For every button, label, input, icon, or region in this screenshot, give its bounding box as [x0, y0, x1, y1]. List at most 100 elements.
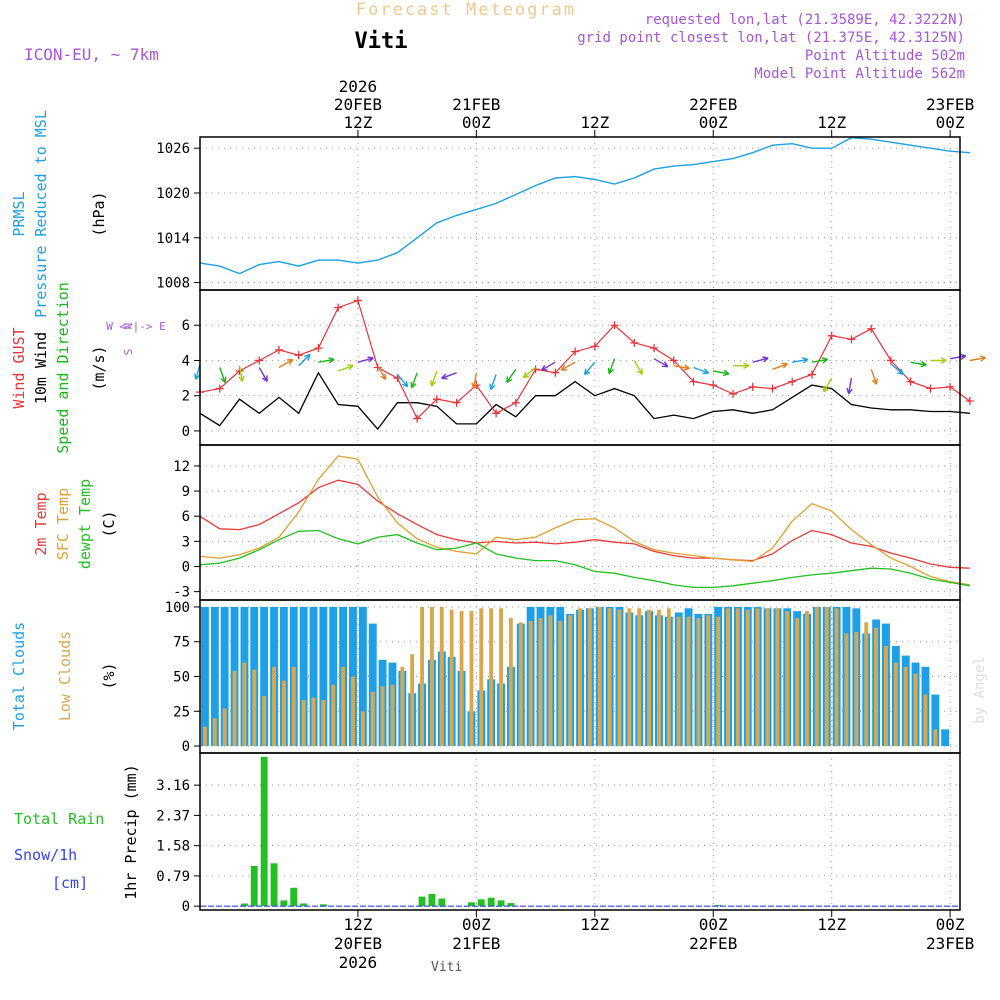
rain-bar	[241, 903, 248, 907]
low-cloud-bar	[578, 608, 582, 746]
rain-bar	[487, 897, 495, 907]
point-altitude: Point Altitude 502m	[805, 48, 965, 64]
low-cloud-bar	[647, 609, 651, 746]
low-cloud-bar	[410, 654, 415, 746]
wind-direction-arrow	[377, 365, 387, 381]
total-cloud-bar	[931, 694, 940, 747]
footer-location: Viti	[431, 960, 462, 975]
total-cloud-bar	[201, 607, 209, 747]
total-cloud-bar	[368, 623, 377, 746]
wind-direction-arrow	[298, 353, 311, 367]
rain-bar	[468, 902, 475, 907]
precip-unit: 1hr Precip (mm)	[122, 764, 140, 899]
low-cloud-bar	[765, 608, 770, 746]
low-cloud-bar	[242, 662, 247, 747]
gust-marker	[492, 409, 501, 418]
low-cloud-bar	[854, 632, 859, 747]
rain-bar	[280, 900, 288, 907]
low-cloud-bar	[360, 711, 365, 747]
low-cloud-bar	[538, 618, 543, 747]
ytick-label: -3	[173, 585, 190, 601]
gust-marker	[650, 344, 659, 353]
wind-direction-arrow	[258, 367, 268, 382]
gust-marker	[334, 303, 343, 312]
wind-direction-arrow	[396, 374, 409, 388]
low-cloud-bar	[874, 627, 878, 746]
bottom-tick-label: 21FEB	[452, 934, 500, 953]
low-cloud-bar	[657, 609, 661, 746]
gust-marker	[610, 321, 619, 330]
compass-we: W <-|-> E	[106, 320, 166, 333]
gust-marker	[215, 384, 224, 393]
low-cloud-bar	[212, 718, 217, 746]
temp-sfc-line	[199, 455, 971, 586]
low-cloud-bar	[617, 609, 622, 746]
ytick-label: 6	[182, 318, 190, 334]
gust-marker	[551, 368, 560, 377]
top-tick-label: 00Z	[936, 113, 965, 132]
low-cloud-bar	[666, 608, 671, 746]
total-cloud-bar	[220, 607, 229, 747]
ytick-label: 0	[182, 739, 190, 755]
ytick-label: 9	[182, 484, 190, 500]
low-cloud-bar	[291, 666, 296, 747]
panel-pressure: 1008 1014 1020 1026 PRMSL Pressure Reduced to…	[10, 110, 970, 318]
low-cloud-bar	[627, 608, 632, 746]
location-title: Viti	[355, 29, 408, 54]
wind-direction-arrow	[506, 368, 517, 384]
panel-clouds: 0 25 50 75 100 Total Clouds Low Clouds (%)	[10, 600, 960, 755]
low-cloud-bar	[430, 607, 434, 747]
wind-direction-arrow	[693, 366, 710, 375]
rain-bar	[319, 904, 327, 907]
bottom-tick-label: 00Z	[936, 915, 965, 934]
pressure-line	[199, 136, 970, 275]
ytick-label: 2	[182, 389, 190, 405]
total-cloud-bar	[941, 729, 950, 747]
pressure-label-2: Pressure Reduced to MSL	[32, 110, 50, 318]
top-tick-label: 12Z	[580, 113, 609, 132]
top-tick-label: 20FEB	[334, 95, 382, 114]
low-cloud-bar	[785, 611, 790, 746]
rain-bar	[250, 866, 258, 907]
low-cloud-bar	[864, 622, 869, 747]
wind-direction-arrow	[713, 369, 730, 377]
low-cloud-bar	[508, 618, 513, 747]
top-tick-label: 00Z	[462, 113, 491, 132]
gust-marker	[886, 356, 895, 365]
top-tick-label: 23FEB	[926, 95, 974, 114]
ytick-label: 50	[173, 670, 190, 686]
low-cloud-bar	[637, 608, 642, 746]
low-cloud-bar	[439, 607, 444, 747]
ytick-label: 100	[165, 600, 190, 616]
app-title: Forecast Meteogram	[356, 0, 576, 20]
rain-bar	[428, 893, 436, 907]
temp-sfc-label: SFC Temp	[54, 488, 72, 560]
total-cloud-bar	[299, 607, 308, 747]
rain-bar	[714, 905, 722, 907]
wind-direction-arrow	[930, 357, 947, 364]
low-cloud-bar	[548, 615, 553, 746]
low-cloud-bar	[844, 633, 849, 747]
bottom-tick-label: 12Z	[817, 915, 846, 934]
wind-direction-arrow	[219, 367, 227, 384]
ytick-label: 0	[182, 559, 190, 575]
low-cloud-bar	[262, 696, 267, 747]
ytick-label: 1026	[156, 141, 190, 157]
direction-label: Speed and Direction	[54, 282, 72, 454]
low-cloud-bar	[390, 684, 395, 746]
total-cloud-bar	[260, 607, 269, 747]
gust-marker	[748, 382, 757, 391]
watermark: by Angel	[972, 656, 988, 723]
wind-direction-arrow	[560, 361, 576, 371]
low-cloud-bar	[775, 608, 780, 746]
gust-marker	[373, 363, 382, 372]
temp-dewpt-label: dewpt Temp	[76, 479, 94, 569]
rain-bar	[438, 898, 446, 907]
gust-marker	[728, 389, 737, 398]
low-cloud-bar	[884, 645, 888, 746]
bottom-tick-label: 00Z	[462, 915, 491, 934]
low-cloud-bar	[341, 666, 345, 747]
wind-direction-arrow	[410, 372, 418, 389]
